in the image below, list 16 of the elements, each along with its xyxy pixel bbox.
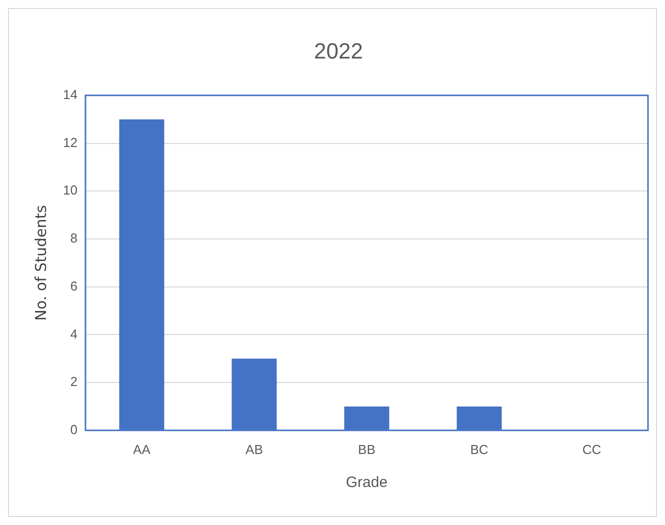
x-tick-label: BB <box>358 442 376 457</box>
y-axis-title: No. of Students <box>32 204 50 321</box>
x-tick-label: BC <box>470 442 488 457</box>
x-tick-label: AB <box>246 442 263 457</box>
x-tick-label: AA <box>133 442 151 457</box>
x-axis-title: Grade <box>346 474 388 492</box>
y-tick-label: 12 <box>62 134 78 150</box>
y-tick-label: 4 <box>70 326 78 342</box>
x-tick-label: CC <box>582 442 602 457</box>
y-tick-label: 14 <box>62 86 78 102</box>
y-tick-label: 10 <box>62 182 78 198</box>
y-tick-label: 8 <box>70 230 78 246</box>
y-tick-label: 2 <box>70 374 78 390</box>
y-tick-label: 0 <box>70 422 78 437</box>
y-tick-label: 6 <box>70 278 78 294</box>
chart-title: 2022 <box>314 38 363 64</box>
